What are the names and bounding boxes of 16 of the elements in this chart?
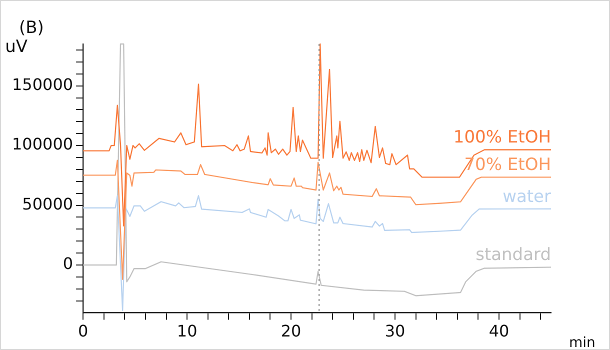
x-tick-label: 10 bbox=[176, 322, 198, 341]
y-tick-label: 50000 bbox=[22, 194, 74, 214]
y-tick-label: 150000 bbox=[12, 74, 74, 94]
y-axis-title: uV bbox=[5, 37, 28, 57]
x-tick-label: 30 bbox=[384, 322, 406, 341]
series-label: standard bbox=[476, 245, 551, 266]
y-tick-label: 0 bbox=[62, 254, 74, 274]
x-tick-label: 20 bbox=[280, 322, 302, 341]
chart-title: (B) bbox=[19, 18, 44, 38]
series-label: 70% EtOH bbox=[464, 155, 551, 176]
x-tick-label: 40 bbox=[488, 322, 510, 341]
y-tick-label: 100000 bbox=[12, 134, 74, 154]
x-axis-title: min bbox=[569, 334, 596, 350]
series-label: 100% EtOH bbox=[453, 128, 551, 148]
series-label: water bbox=[502, 186, 552, 207]
x-tick-label: 0 bbox=[78, 322, 88, 341]
